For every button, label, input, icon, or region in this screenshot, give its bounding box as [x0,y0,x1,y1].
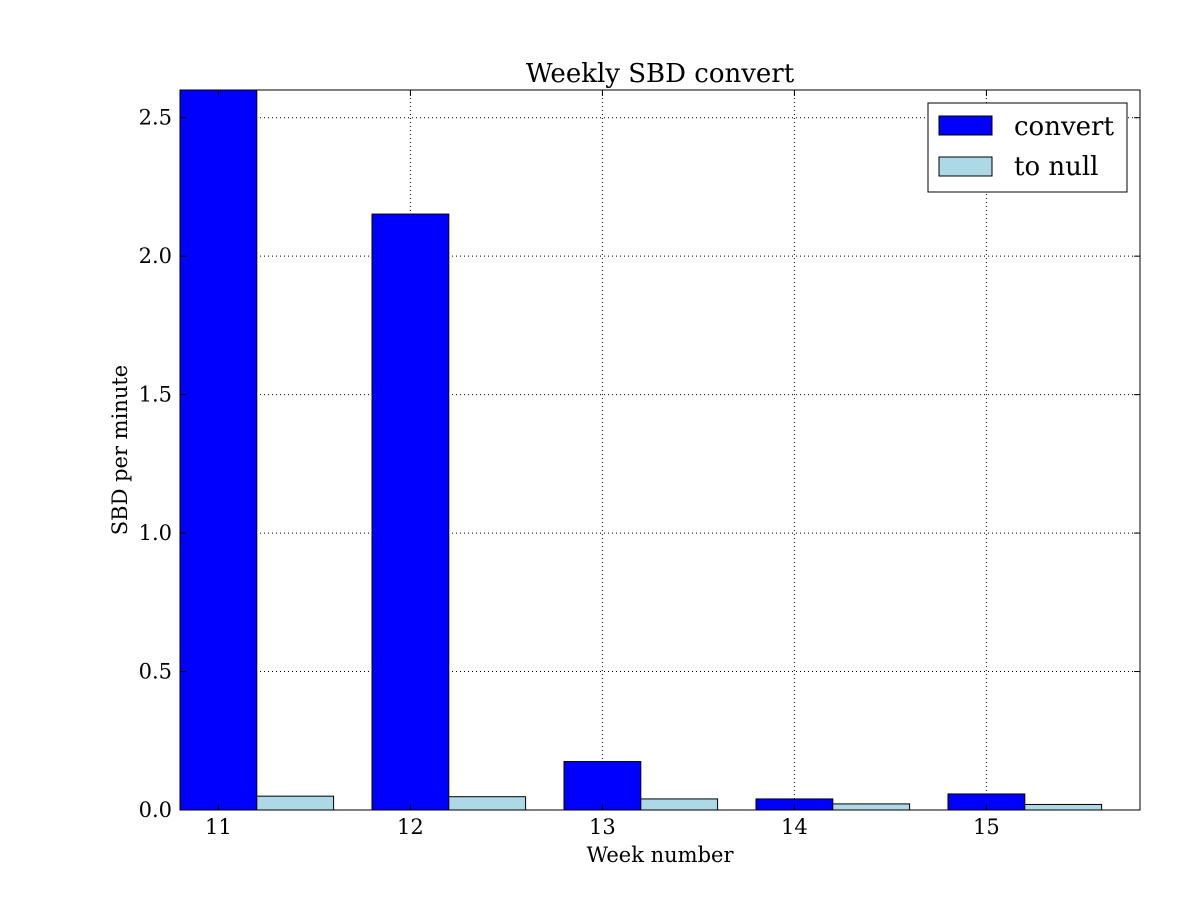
grid [180,90,1140,811]
tick-labels: 0.0 0.5 1.0 1.5 2.0 2.5 11 12 13 14 15 [139,106,1000,839]
bar-convert-12 [371,213,450,811]
bar-to-null-11 [256,795,335,811]
y-tick-label-2-0: 2.0 [139,244,172,268]
x-tick-label-11: 11 [205,815,232,839]
legend-swatch-to-null [938,156,993,177]
bars [179,89,1103,811]
y-tick-label-1-5: 1.5 [139,383,172,407]
y-tick-label-0-5: 0.5 [139,660,172,684]
bar-convert-13 [563,761,642,811]
x-axis-label: Week number [587,843,735,867]
y-tick-label-0-0: 0.0 [139,798,172,822]
legend-swatch-convert [938,115,993,136]
chart-title: Weekly SBD convert [526,59,795,89]
y-axis-label: SBD per minute [108,365,132,535]
ticks [180,90,1140,811]
legend-label-to-null: to null [1014,152,1099,182]
x-tick-label-13: 13 [589,815,616,839]
bar-to-null-14 [832,803,911,811]
bar-to-null-15 [1024,803,1103,811]
plot-frame [179,89,1141,811]
x-tick-label-12: 12 [397,815,424,839]
y-tick-label-1-0: 1.0 [139,521,172,545]
y-tick-label-2-5: 2.5 [139,106,172,130]
legend: convert to null [927,102,1128,193]
bar-to-null-13 [640,798,719,811]
x-tick-label-14: 14 [781,815,808,839]
bar-convert-11 [179,89,258,811]
bar-to-null-12 [448,796,527,811]
legend-label-convert: convert [1014,112,1114,142]
x-tick-label-15: 15 [973,815,1000,839]
